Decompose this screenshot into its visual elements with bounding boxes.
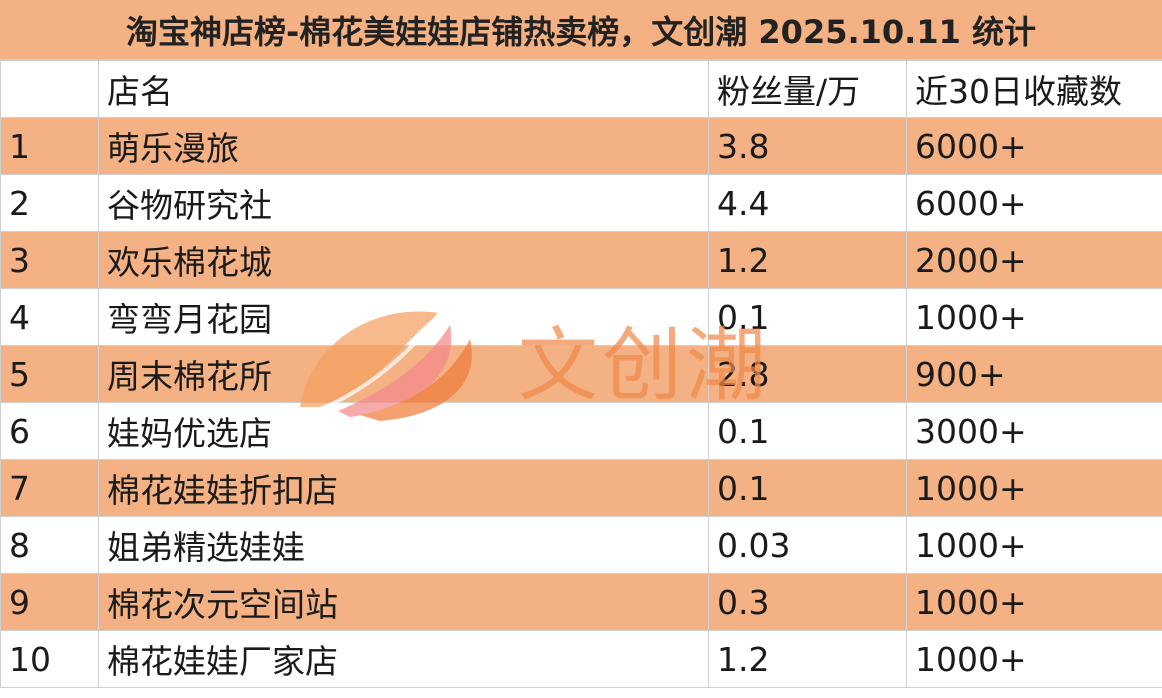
favorites-cell: 6000+ [906, 174, 1162, 232]
favorites-cell: 3000+ [906, 402, 1162, 460]
header-favorites: 近30日收藏数 [906, 60, 1162, 118]
fans-cell: 1.2 [708, 630, 907, 688]
table-row: 9 棉花次元空间站 0.3 1000+ [0, 573, 1162, 631]
fans-cell: 0.3 [708, 573, 907, 631]
shop-name-cell: 欢乐棉花城 [98, 231, 709, 289]
shop-name-cell: 姐弟精选娃娃 [98, 516, 709, 574]
shop-name-cell: 弯弯月花园 [98, 288, 709, 346]
header-rank [0, 60, 99, 118]
fans-cell: 1.2 [708, 231, 907, 289]
fans-cell: 0.1 [708, 459, 907, 517]
shop-name-cell: 棉花次元空间站 [98, 573, 709, 631]
fans-cell: 0.03 [708, 516, 907, 574]
shop-name-cell: 周末棉花所 [98, 345, 709, 403]
table-row: 2 谷物研究社 4.4 6000+ [0, 174, 1162, 232]
table-row: 1 萌乐漫旅 3.8 6000+ [0, 117, 1162, 175]
fans-cell: 0.1 [708, 402, 907, 460]
header-row: 店名 粉丝量/万 近30日收藏数 [0, 60, 1162, 118]
rank-cell: 9 [0, 573, 99, 631]
rank-cell: 1 [0, 117, 99, 175]
header-fans: 粉丝量/万 [708, 60, 907, 118]
table-row: 5 周末棉花所 2.8 900+ [0, 345, 1162, 403]
rank-cell: 8 [0, 516, 99, 574]
table-row: 4 弯弯月花园 0.1 1000+ [0, 288, 1162, 346]
shop-name-cell: 棉花娃娃厂家店 [98, 630, 709, 688]
ranking-table: 店名 粉丝量/万 近30日收藏数 1 萌乐漫旅 3.8 6000+ 2 谷物研究社 4.4 6… [0, 60, 1162, 688]
shop-name-cell: 棉花娃娃折扣店 [98, 459, 709, 517]
shop-name-cell: 谷物研究社 [98, 174, 709, 232]
fans-cell: 0.1 [708, 288, 907, 346]
fans-cell: 3.8 [708, 117, 907, 175]
fans-cell: 4.4 [708, 174, 907, 232]
table-row: 6 娃妈优选店 0.1 3000+ [0, 402, 1162, 460]
table-row: 3 欢乐棉花城 1.2 2000+ [0, 231, 1162, 289]
favorites-cell: 1000+ [906, 630, 1162, 688]
shop-name-cell: 娃妈优选店 [98, 402, 709, 460]
favorites-cell: 1000+ [906, 516, 1162, 574]
table-row: 7 棉花娃娃折扣店 0.1 1000+ [0, 459, 1162, 517]
rank-cell: 4 [0, 288, 99, 346]
header-shop-name: 店名 [98, 60, 709, 118]
rank-cell: 5 [0, 345, 99, 403]
fans-cell: 2.8 [708, 345, 907, 403]
favorites-cell: 1000+ [906, 573, 1162, 631]
sheet-title: 淘宝神店榜-棉花美娃娃店铺热卖榜，文创潮 2025.10.11 统计 [0, 0, 1162, 60]
favorites-cell: 900+ [906, 345, 1162, 403]
favorites-cell: 6000+ [906, 117, 1162, 175]
table-row: 10 棉花娃娃厂家店 1.2 1000+ [0, 630, 1162, 688]
rank-cell: 6 [0, 402, 99, 460]
favorites-cell: 1000+ [906, 459, 1162, 517]
favorites-cell: 1000+ [906, 288, 1162, 346]
rank-cell: 2 [0, 174, 99, 232]
rank-cell: 7 [0, 459, 99, 517]
rank-cell: 10 [0, 630, 99, 688]
favorites-cell: 2000+ [906, 231, 1162, 289]
table-row: 8 姐弟精选娃娃 0.03 1000+ [0, 516, 1162, 574]
rank-cell: 3 [0, 231, 99, 289]
shop-name-cell: 萌乐漫旅 [98, 117, 709, 175]
